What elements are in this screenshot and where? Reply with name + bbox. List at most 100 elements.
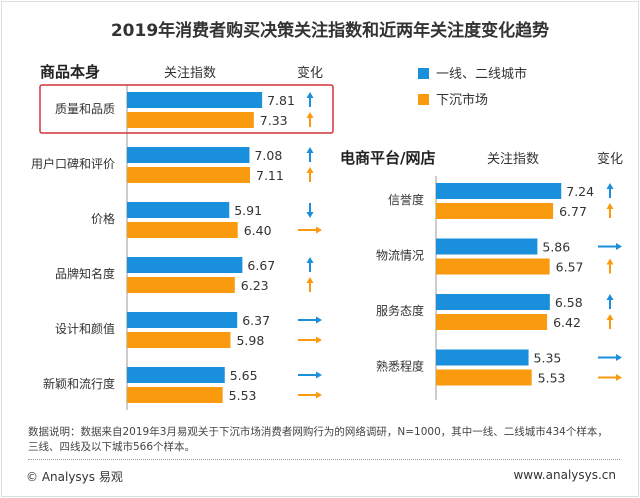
legend-swatch-lower [418,94,429,105]
arrow-head [616,243,622,250]
arrow-head [616,374,622,381]
category-label: 物流情况 [376,249,424,263]
panel-platform: 电商平台/网店 关注指数 变化 信誉度 7.24 6.77 物流情况 5.86 6.57 服… [340,149,623,400]
data-label: 6.67 [247,258,275,273]
bar-tier12 [127,147,250,163]
arrow-head [316,226,322,234]
arrow-head [606,314,614,320]
arrow-head [606,203,614,209]
arrow-head [306,92,314,98]
category-label: 质量和品质 [55,102,115,116]
copyright: © Analysys 易观 [26,470,123,484]
category-label: 价格 [91,211,115,226]
data-label: 7.81 [267,93,295,108]
arrow-head [306,257,314,263]
arrow-head [306,277,314,283]
data-label: 7.24 [566,184,594,199]
change-arrow-up-icon [306,112,314,127]
change-arrow-up-icon [606,294,614,309]
change-arrow-up-icon [606,258,614,274]
bar-lower [127,277,235,293]
bar-lower [127,222,238,238]
bar-lower [436,369,532,386]
data-label: 5.91 [234,203,262,218]
value-header: 关注指数 [164,66,216,81]
data-label: 6.58 [555,295,583,310]
arrow-head [306,167,314,173]
change-header: 变化 [597,151,623,167]
bar-lower [127,332,231,348]
bar-lower [436,203,554,219]
category-label: 信誉度 [388,192,424,207]
bar-lower [127,387,223,403]
data-label: 5.53 [229,388,257,403]
value-header: 关注指数 [487,152,539,167]
arrow-head [606,294,614,300]
change-arrow-up-icon [306,147,314,162]
legend-swatch-tier12 [418,68,429,79]
arrow-head [606,258,614,265]
bar-tier12 [436,349,529,366]
category-label: 设计和颜值 [55,321,115,336]
change-arrow-up-icon [606,314,614,329]
bar-tier12 [436,183,562,199]
bar-lower [127,112,254,128]
legend-label-lower: 下沉市场 [436,92,488,108]
bar-lower [436,314,548,330]
data-label: 7.33 [260,113,288,128]
category-label: 用户口碑和评价 [31,156,115,171]
data-label: 5.86 [542,240,570,255]
bar-tier12 [127,312,238,328]
change-arrow-up-icon [306,92,314,107]
arrow-head [306,212,314,218]
category-label: 服务态度 [376,303,424,318]
change-arrow-flat-icon [598,354,622,361]
arrow-head [316,371,322,379]
panel-heading: 电商平台/网店 [340,149,435,167]
change-arrow-flat-icon [298,316,322,324]
change-arrow-up-icon [606,183,614,198]
data-label: 5.98 [236,333,264,348]
category-label: 品牌知名度 [55,266,115,281]
data-label: 6.42 [553,315,581,330]
change-arrow-flat-icon [298,226,322,234]
bar-tier12 [127,92,263,108]
data-label: 7.08 [254,148,282,163]
arrow-head [616,354,622,361]
data-label: 5.65 [230,368,258,383]
change-arrow-flat-icon [298,371,322,379]
change-header: 变化 [297,65,323,81]
change-arrow-flat-icon [298,391,322,399]
panel-product: 商品本身 关注指数 变化 质量和品质 7.81 7.33 用户口碑和评价 7.08 7.1… [31,63,334,410]
data-label: 6.57 [556,260,584,275]
website-link[interactable]: www.analysys.cn [513,468,616,482]
bar-tier12 [436,294,550,310]
data-label: 6.40 [244,223,272,238]
data-label: 6.23 [241,278,269,293]
panel-heading: 商品本身 [40,63,100,81]
arrow-head [316,391,322,399]
arrow-head [606,183,614,189]
bar-tier12 [127,257,243,273]
legend: 一线、二线城市 下沉市场 [418,66,527,108]
bar-tier12 [127,367,225,383]
highlight-box [39,84,334,134]
arrow-head [316,316,322,324]
data-label: 5.35 [534,351,562,366]
data-label: 5.53 [538,371,566,386]
data-label: 6.77 [559,204,587,219]
change-arrow-up-icon [306,167,314,182]
bar-tier12 [436,238,538,255]
bar-lower [127,167,251,183]
bar-lower [436,258,550,275]
change-arrow-flat-icon [598,374,622,381]
change-arrow-flat-icon [298,336,322,344]
data-label: 6.37 [242,313,270,328]
category-label: 熟悉程度 [376,359,424,374]
legend-label-tier12: 一线、二线城市 [436,66,527,82]
data-label: 7.11 [256,168,284,183]
change-arrow-up-icon [606,203,614,218]
arrow-head [316,336,322,344]
bar-tier12 [127,202,230,218]
